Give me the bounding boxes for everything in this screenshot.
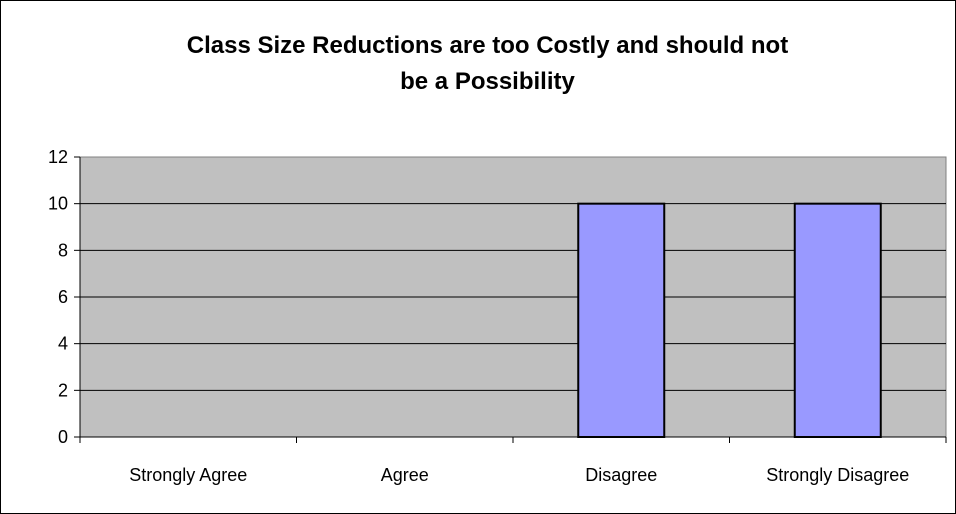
y-tick-label: 2 — [58, 380, 68, 400]
y-tick-label: 4 — [58, 334, 68, 354]
y-tick-label: 12 — [48, 147, 68, 167]
bars — [577, 202, 882, 438]
y-tick-label: 0 — [58, 427, 68, 447]
x-axis: Strongly Agree Agree Disagree Strongly Disa… — [79, 436, 947, 485]
bar-disagree — [577, 202, 666, 438]
y-tick-label: 10 — [48, 194, 68, 214]
y-axis: 0 2 4 6 8 10 12 — [48, 147, 81, 447]
bar-strongly-disagree — [793, 202, 882, 438]
x-tick-label: Agree — [381, 465, 429, 485]
x-tick-label: Disagree — [585, 465, 657, 485]
chart-title: Class Size Reductions are too Costly and… — [186, 32, 789, 95]
x-tick-label: Strongly Disagree — [766, 465, 909, 485]
y-tick-label: 8 — [58, 240, 68, 260]
x-tick-label: Strongly Agree — [129, 465, 247, 485]
y-tick-label: 6 — [58, 287, 68, 307]
